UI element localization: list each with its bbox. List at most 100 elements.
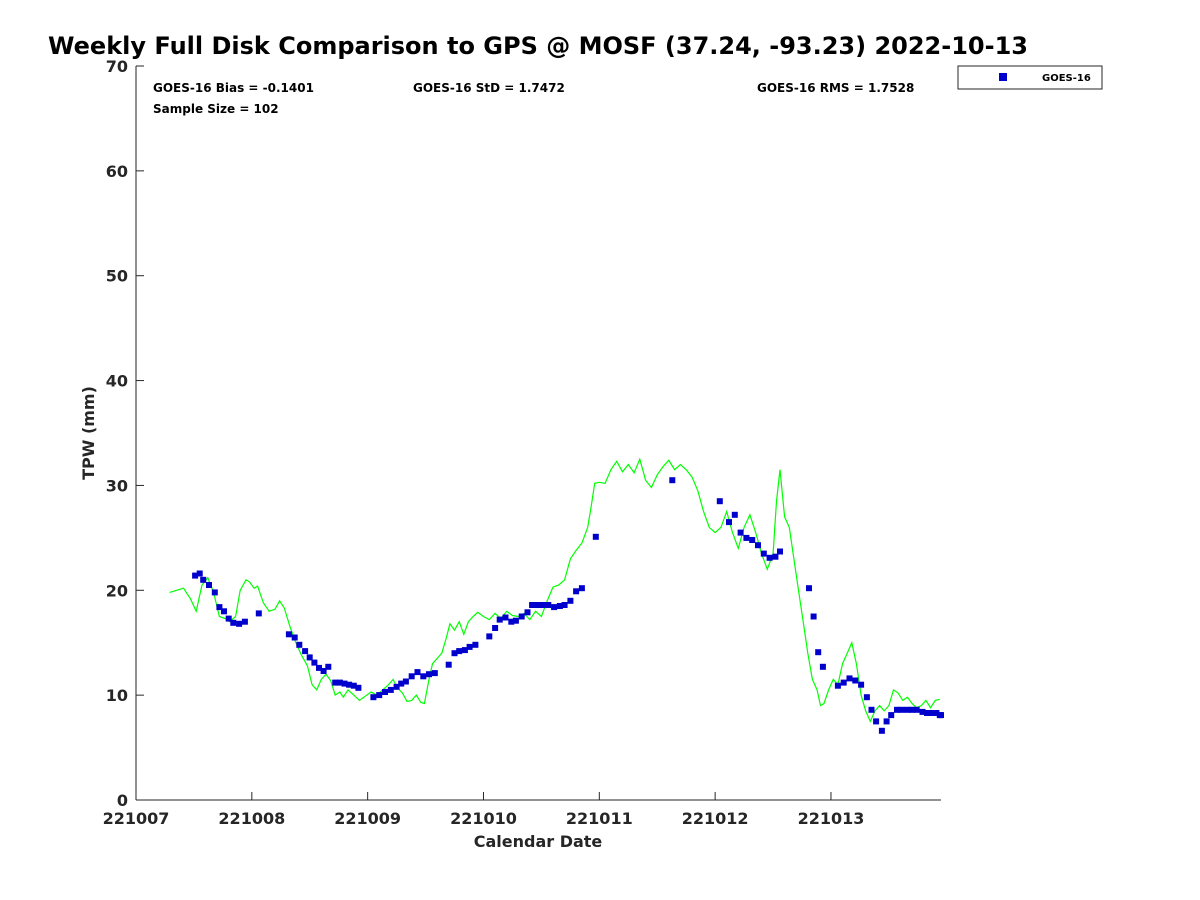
goes16-point (933, 710, 940, 716)
goes16-point (241, 618, 248, 625)
legend-marker-goes16 (999, 73, 1007, 81)
goes16-point (200, 576, 207, 583)
x-axis-label: Calendar Date (474, 832, 603, 851)
goes16-point (486, 633, 493, 640)
goes16-point (431, 670, 438, 677)
goes16-point (534, 602, 541, 608)
y-tick-label: 10 (106, 686, 128, 705)
goes16-point (414, 669, 421, 676)
goes16-point (332, 679, 339, 686)
goes16-point (211, 589, 218, 596)
std-stat: GOES-16 StD = 1.7472 (413, 81, 565, 95)
goes16-point (206, 582, 212, 588)
goes16-point (451, 650, 458, 657)
goes16-point (508, 618, 515, 625)
goes16-point (928, 710, 935, 716)
goes16-point (320, 668, 327, 674)
goes16-point (894, 706, 900, 713)
goes16-point (904, 706, 911, 713)
goes16-point (840, 679, 847, 686)
goes16-point (382, 689, 388, 695)
goes16-point (716, 498, 723, 505)
goes16-point (376, 692, 383, 699)
goes16-point (255, 610, 262, 617)
goes16-point (551, 604, 558, 611)
goes16-point (336, 679, 343, 686)
x-tick-label: 221007 (103, 809, 170, 828)
goes16-point (766, 554, 773, 561)
goes16-point (529, 602, 536, 608)
goes16-point (472, 641, 479, 648)
y-ticks: 0 10 20 30 40 50 60 70 (106, 57, 144, 810)
goes16-point (325, 663, 332, 670)
goes16-point (461, 647, 468, 654)
goes16-point (408, 673, 415, 680)
goes16-point (909, 706, 915, 713)
goes16-point (749, 537, 756, 543)
goes16-point (393, 683, 400, 690)
y-tick-label: 40 (106, 372, 128, 391)
goes16-point (726, 519, 732, 526)
goes16-point (291, 634, 298, 641)
goes16-point (512, 617, 519, 624)
goes16-point (518, 613, 525, 620)
y-axis-label: TPW (mm) (79, 386, 98, 480)
y-tick-label: 30 (106, 476, 128, 495)
goes16-point (316, 664, 322, 671)
legend-label-goes16: GOES-16 (1042, 73, 1091, 84)
goes16-point (743, 534, 750, 541)
goes16-point (426, 671, 432, 678)
goes16-point (755, 542, 761, 549)
goes16-point (466, 643, 473, 650)
x-tick-label: 221008 (218, 809, 285, 828)
plot-area (135, 66, 941, 801)
goes16-point (445, 661, 452, 668)
goes16-point (402, 678, 409, 685)
goes16-point (873, 718, 880, 725)
goes16-point (539, 602, 546, 608)
goes16-point (898, 706, 905, 713)
goes16-point (216, 604, 223, 611)
goes16-point (370, 694, 377, 701)
goes16-point (772, 553, 779, 560)
goes16-point (387, 686, 394, 693)
goes16-point (819, 663, 826, 670)
bias-stat: GOES-16 Bias = -0.1401 (153, 81, 314, 95)
goes16-point (883, 718, 890, 725)
x-tick-label: 221011 (566, 809, 633, 828)
y-tick-label: 0 (117, 791, 128, 810)
goes16-point (913, 706, 920, 713)
x-tick-label: 221009 (334, 809, 401, 828)
y-tick-label: 70 (106, 57, 128, 76)
goes16-point (669, 477, 676, 484)
goes16-point (221, 608, 227, 615)
x-ticks: 221007 221008 221009 221010 221011 221012 2210… (103, 792, 865, 828)
goes16-point (556, 603, 563, 609)
goes16-point (306, 654, 313, 661)
y-tick-label: 60 (106, 162, 128, 181)
goes16-point (492, 625, 499, 631)
goes16-point (834, 682, 841, 689)
goes16-point (346, 681, 353, 688)
goes16-point (573, 588, 580, 595)
goes16-point (919, 708, 926, 715)
goes16-point (731, 511, 738, 518)
goes16-point (924, 710, 931, 716)
goes16-point (578, 585, 585, 592)
goes16-point (236, 620, 243, 627)
goes16-point (456, 648, 463, 655)
goes16-point (938, 712, 944, 719)
goes16-series (192, 477, 944, 734)
goes16-point (502, 614, 509, 621)
goes16-point (806, 585, 812, 592)
x-tick-label: 221013 (798, 809, 865, 828)
goes16-point (192, 572, 199, 579)
goes16-point (230, 619, 237, 626)
goes16-point (496, 616, 503, 623)
goes16-point (296, 641, 303, 648)
goes16-point (815, 649, 822, 656)
goes16-point (420, 673, 427, 680)
goes16-point (868, 706, 875, 713)
goes16-point (592, 533, 599, 540)
